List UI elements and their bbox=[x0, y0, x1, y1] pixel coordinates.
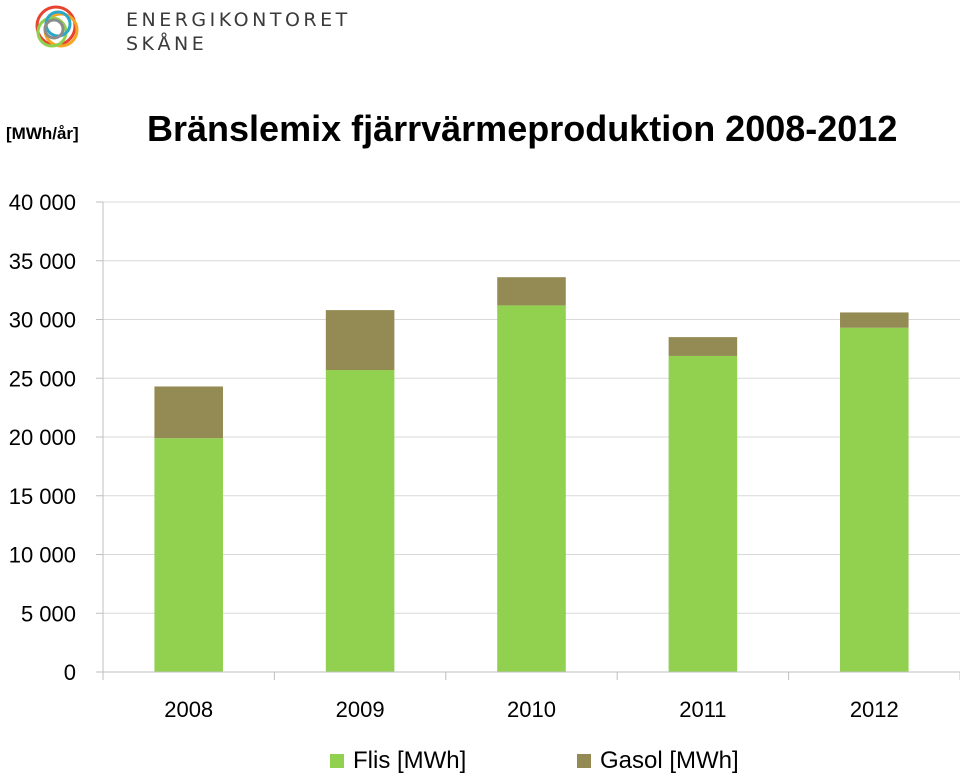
legend-label-flis: Flis [MWh] bbox=[353, 747, 467, 774]
bar-flis-2010 bbox=[497, 305, 566, 672]
legend-swatch-gasol bbox=[577, 754, 591, 768]
y-tick-label: 35 000 bbox=[9, 249, 76, 274]
energikontoret-logo: ENERGIKONTORET SKÅNE bbox=[28, 2, 347, 58]
x-tick-label: 2008 bbox=[164, 697, 213, 722]
y-tick-label: 10 000 bbox=[9, 543, 76, 568]
legend-swatch-flis bbox=[330, 754, 344, 768]
legend-item-gasol: Gasol [MWh] bbox=[577, 746, 739, 776]
logo-line-1: ENERGIKONTORET bbox=[126, 9, 351, 31]
bar-gasol-2009 bbox=[325, 310, 395, 371]
y-tick-label: 40 000 bbox=[9, 190, 76, 215]
chart-title: Bränslemix fjärrvärmeproduktion 2008-201… bbox=[147, 108, 898, 149]
bar-flis-2011 bbox=[668, 355, 738, 672]
y-tick-labels: 0 5 000 10 000 15 000 20 000 25 000 30 000 35 0… bbox=[9, 190, 76, 685]
x-tick-label: 2009 bbox=[336, 697, 385, 722]
y-tick-label: 0 bbox=[64, 660, 76, 685]
bars bbox=[154, 277, 909, 672]
logo-wordmark: ENERGIKONTORET SKÅNE bbox=[126, 8, 351, 56]
bar-gasol-2011 bbox=[668, 337, 738, 356]
unit-label: [MWh/år] bbox=[6, 124, 79, 143]
bar-flis-2008 bbox=[154, 438, 223, 672]
bar-gasol-2008 bbox=[154, 386, 223, 439]
x-tick-label: 2011 bbox=[679, 697, 726, 722]
y-tick-label: 5 000 bbox=[21, 601, 76, 626]
bar-flis-2009 bbox=[325, 370, 395, 672]
x-tick-label: 2010 bbox=[507, 697, 556, 722]
x-tick-labels: 2008 2009 2010 2011 2012 bbox=[164, 697, 899, 722]
logo-line-2: SKÅNE bbox=[126, 33, 208, 55]
y-tick-label: 20 000 bbox=[9, 425, 76, 450]
y-tick-label: 15 000 bbox=[9, 484, 76, 509]
x-tick-label: 2012 bbox=[850, 697, 899, 722]
axes bbox=[102, 202, 960, 680]
bar-flis-2012 bbox=[840, 327, 909, 672]
y-tick-label: 30 000 bbox=[9, 308, 76, 333]
bar-gasol-2012 bbox=[840, 312, 909, 328]
legend: Flis [MWh] Gasol [MWh] bbox=[0, 742, 960, 779]
stacked-bar-chart: 0 5 000 10 000 15 000 20 000 25 000 30 000 35 0… bbox=[9, 190, 960, 722]
legend-item-flis: Flis [MWh] bbox=[330, 746, 466, 776]
bar-gasol-2010 bbox=[497, 277, 566, 306]
y-tick-label: 25 000 bbox=[9, 366, 76, 391]
rings-logo-icon bbox=[35, 5, 79, 48]
legend-label-gasol: Gasol [MWh] bbox=[600, 747, 739, 774]
